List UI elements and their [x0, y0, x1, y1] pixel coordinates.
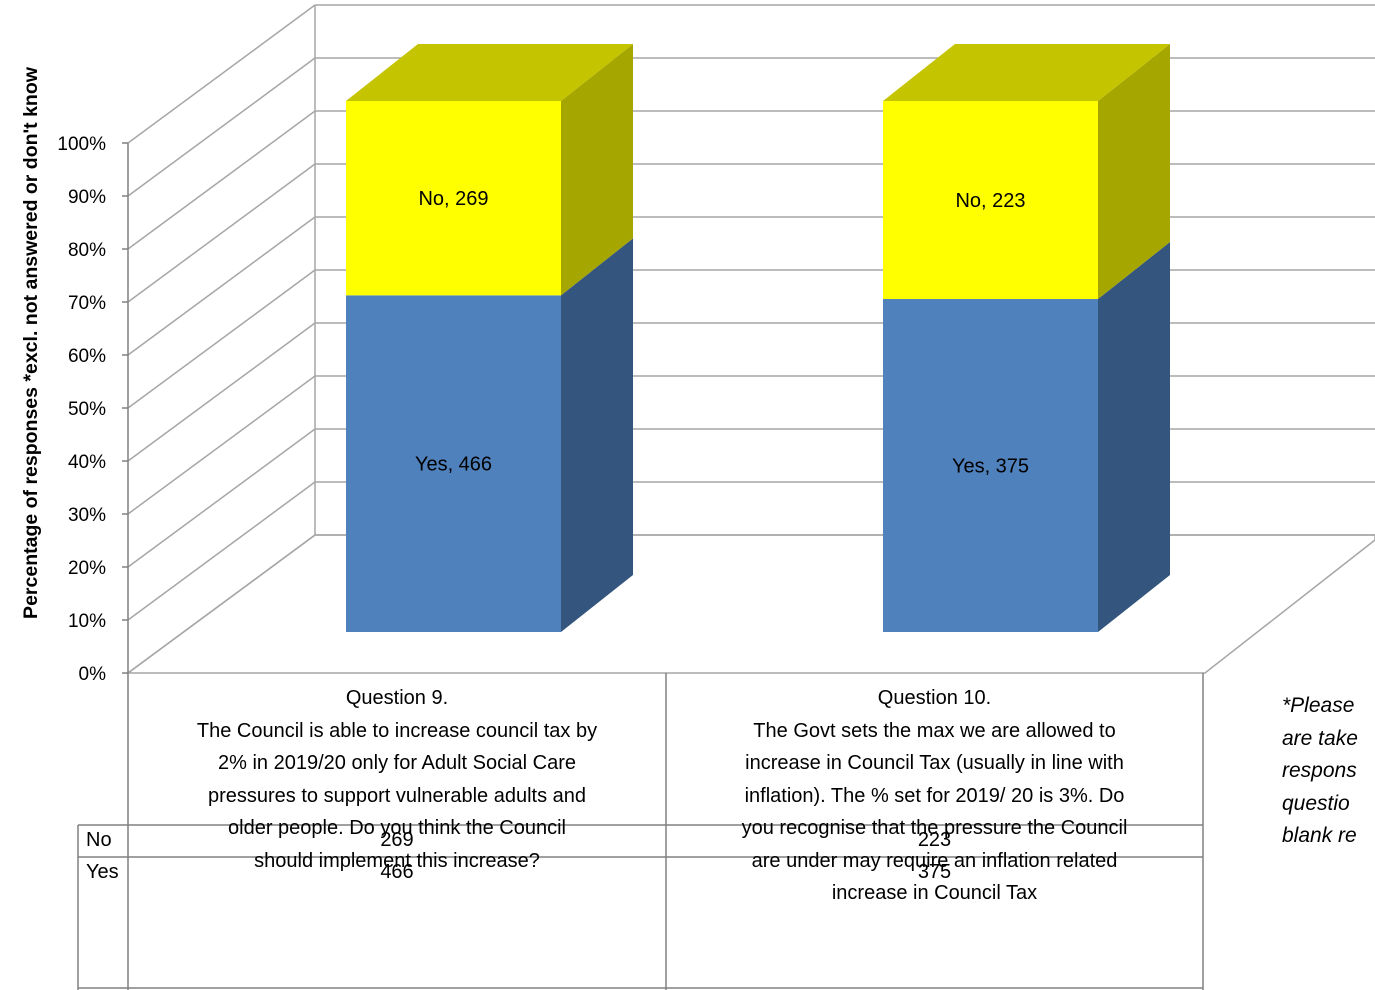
- category-text-line: should implement this increase?: [254, 849, 540, 872]
- footnote-line: questio: [1282, 791, 1350, 815]
- y-tick-label: 0%: [79, 664, 107, 685]
- y-tick-label: 30%: [68, 505, 106, 526]
- gridline-diagonal: [127, 428, 316, 568]
- floor: [125, 534, 1375, 674]
- category-title: Question 10.: [877, 687, 992, 709]
- data-labels: Yes, 466 No, 269 Yes, 375 No, 223: [415, 188, 1029, 477]
- gridline-diagonal: [127, 481, 316, 621]
- category-text-line: The Council is able to increase council …: [196, 719, 598, 742]
- data-label: Yes, 375: [952, 456, 1029, 478]
- bar-yes-front: [883, 299, 1098, 632]
- category-label: Question 10. The Govt sets the max we are…: [666, 682, 1203, 910]
- bar-yes-side: [561, 238, 633, 632]
- footnote-line: *Please: [1282, 694, 1355, 717]
- gridline-diagonal: [127, 216, 316, 356]
- bar-no-side: [561, 44, 633, 296]
- gridline-diagonal: [127, 163, 316, 303]
- y-tick-label: 70%: [68, 293, 106, 314]
- bar-no-front: [346, 101, 561, 296]
- category-text-line: 2% in 2019/20 only for Adult Social Care: [218, 752, 576, 774]
- y-axis-ticks: 0% 10% 20% 30% 40% 50% 60% 70% 80% 90% 100%: [57, 134, 129, 685]
- footnote: *Please are take respons questio blank re: [1282, 690, 1375, 853]
- table-cell: 269: [380, 829, 414, 851]
- gridline-diagonal: [127, 375, 316, 515]
- bar-no-front: [883, 101, 1098, 300]
- y-axis-title: Percentage of responses *excl. not answe…: [20, 66, 42, 619]
- table-cell: 223: [917, 829, 952, 851]
- category-text-line: you recognise that the pressure the Coun…: [741, 817, 1128, 839]
- y-tick-label: 100%: [57, 134, 106, 155]
- category-label: Question 9. The Council is able to increa…: [128, 682, 666, 877]
- gridline-diagonal: [127, 110, 316, 250]
- table-row-label-yes: Yes: [86, 861, 119, 883]
- y-tick-label: 60%: [68, 346, 106, 367]
- category-text-line: The Govt sets the max we are allowed to: [753, 719, 1116, 742]
- y-tick-label: 10%: [68, 611, 106, 632]
- gridline-diagonal: [127, 4, 316, 144]
- y-tick-label: 90%: [68, 187, 106, 208]
- footnote-line: respons: [1282, 759, 1357, 782]
- bar-no-side: [1098, 44, 1170, 300]
- data-label: Yes, 466: [415, 454, 492, 476]
- y-tick-label: 50%: [68, 399, 106, 420]
- table-row-label-no: No: [86, 829, 112, 851]
- gridline-diagonal: [127, 57, 316, 197]
- category-text-line: pressures to support vulnerable adults a…: [207, 784, 586, 807]
- data-label: No, 223: [955, 190, 1025, 212]
- y-tick-label: 80%: [68, 240, 106, 261]
- gridline-diagonal: [127, 269, 316, 409]
- chart-walls: [125, 534, 1375, 674]
- table-cell: 466: [380, 861, 414, 883]
- category-text-line: increase in Council Tax: [831, 882, 1038, 904]
- bar-no-top: [346, 44, 633, 101]
- footnote-line: blank re: [1282, 824, 1357, 847]
- bar-yes-side: [1098, 242, 1170, 632]
- bar-no-top: [883, 44, 1170, 101]
- category-text-line: older people. Do you think the Council: [228, 817, 566, 839]
- bar-yes-front: [346, 295, 561, 632]
- gridline-diagonal: [127, 534, 316, 674]
- category-title: Question 9.: [345, 687, 449, 709]
- category-text-line: inflation). The % set for 2019/ 20 is 3%…: [744, 784, 1125, 807]
- data-label: No, 269: [418, 188, 488, 210]
- bars: [346, 44, 1170, 632]
- y-tick-label: 20%: [68, 558, 106, 579]
- y-tick-label: 40%: [68, 452, 106, 473]
- footnote-line: are take: [1282, 726, 1358, 750]
- data-table-grid: [77, 673, 1204, 990]
- gridline-diagonal: [127, 322, 316, 462]
- table-cell: 375: [917, 861, 952, 883]
- category-text-line: increase in Council Tax (usually in line…: [745, 752, 1124, 774]
- category-text-line: are under may require an inflation relat…: [751, 849, 1118, 872]
- y-axis-title-box: Percentage of responses *excl. not answe…: [20, 66, 42, 619]
